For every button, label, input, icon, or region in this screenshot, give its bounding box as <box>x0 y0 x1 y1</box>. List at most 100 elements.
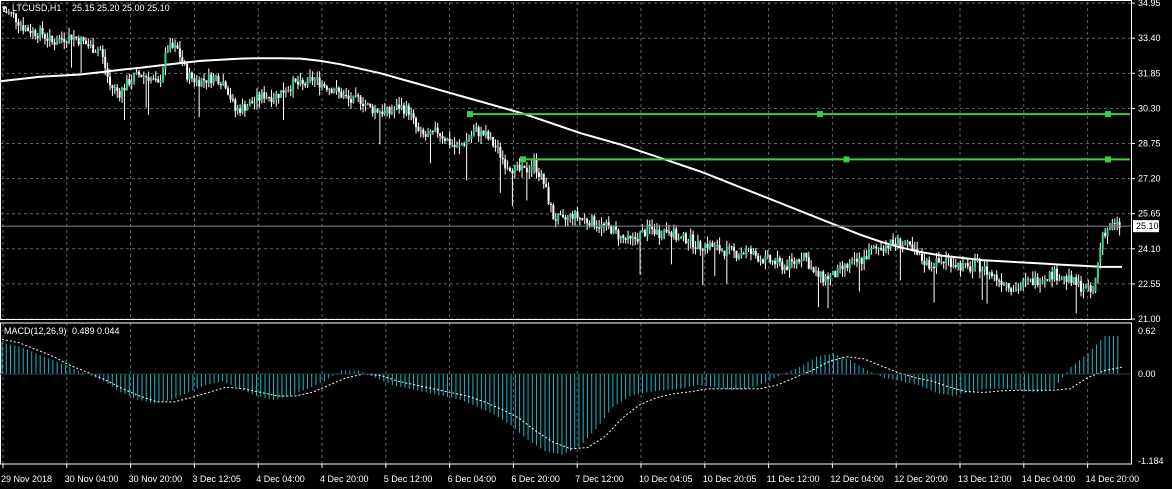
candle-body <box>723 250 726 257</box>
time-tick-label: 12 Dec 04:00 <box>830 474 884 484</box>
candle-body <box>766 255 769 257</box>
candle-body <box>217 75 220 84</box>
candle-body <box>646 224 649 237</box>
candle-body <box>137 71 140 75</box>
candle-body <box>1072 277 1075 283</box>
candle-body <box>595 227 598 229</box>
candle-body <box>935 258 938 269</box>
current-price-value: 25.10 <box>1136 221 1159 231</box>
candle-body <box>822 271 825 283</box>
candle-body <box>523 165 526 168</box>
candle-body <box>774 260 777 265</box>
candle-body <box>51 35 54 43</box>
candle-body <box>24 27 27 31</box>
time-tick-label: 10 Dec 04:05 <box>639 474 693 484</box>
candle-body <box>294 78 297 82</box>
candle-body <box>480 130 483 137</box>
candle-body <box>475 127 478 132</box>
candle-body <box>374 108 377 114</box>
candle-body <box>183 62 186 64</box>
line-handle[interactable] <box>843 156 850 163</box>
time-tick-label: 11 Dec 12:00 <box>767 474 820 484</box>
candle-body <box>1000 280 1003 286</box>
candle-body <box>34 30 37 37</box>
candle-body <box>802 252 805 260</box>
candle-body <box>793 261 796 264</box>
candle-body <box>805 252 808 258</box>
candle-body <box>1036 277 1039 285</box>
candle-body <box>487 131 490 139</box>
candle-body <box>381 111 384 115</box>
candle-body <box>92 44 95 53</box>
candle-body <box>860 258 863 264</box>
time-tick-label: 7 Dec 12:00 <box>575 474 624 484</box>
candle-body <box>896 238 899 245</box>
candle-body <box>17 22 20 26</box>
candle-body <box>947 258 950 260</box>
candle-body <box>451 144 454 146</box>
candle-body <box>711 242 714 247</box>
candle-body <box>10 12 13 14</box>
time-tick-label: 4 Dec 04:00 <box>256 474 305 484</box>
candle-body <box>639 232 642 242</box>
candle-body <box>482 130 485 136</box>
candle-body <box>376 108 379 113</box>
candle-body <box>525 167 528 173</box>
price-tick-label: 21.00 <box>1138 314 1161 324</box>
candle-body <box>569 213 572 217</box>
candle-body <box>166 49 169 53</box>
time-tick-label: 30 Nov 20:00 <box>129 474 183 484</box>
candle-body <box>545 184 548 188</box>
candle-body <box>966 263 969 267</box>
candle-body <box>672 228 675 237</box>
candle-body <box>655 229 658 235</box>
candle-body <box>231 99 234 101</box>
candle-body <box>198 80 201 87</box>
candle-body <box>855 258 858 263</box>
candle-body <box>1080 280 1083 292</box>
time-tick-label: 6 Dec 20:00 <box>511 474 560 484</box>
line-handle[interactable] <box>1105 156 1111 163</box>
time-tick-label: 29 Nov 2018 <box>1 474 52 484</box>
candle-body <box>706 243 709 248</box>
candle-body <box>325 86 328 90</box>
candle-body <box>937 258 940 263</box>
chart-header: ▾ LTCUSD,H1 25.15 25.20 25.00 25.10 <box>2 3 170 13</box>
candle-body <box>930 267 933 269</box>
candle-body <box>215 75 218 77</box>
candle-body <box>313 79 316 81</box>
candle-body <box>255 94 258 103</box>
candle-body <box>607 222 610 226</box>
candle-body <box>1031 278 1034 286</box>
symbol-dropdown-icon[interactable]: ▾ <box>2 3 7 13</box>
candle-body <box>352 95 355 103</box>
candle-body <box>1048 271 1051 281</box>
candle-body <box>675 228 678 240</box>
candle-body <box>764 255 767 264</box>
candle-body <box>125 78 128 91</box>
candle-body <box>1087 285 1090 287</box>
candle-body <box>728 246 731 248</box>
candle-body <box>174 45 177 48</box>
line-handle[interactable] <box>520 156 526 163</box>
candle-body <box>121 87 124 98</box>
horizontal-lines-layer[interactable] <box>0 111 1131 227</box>
candle-body <box>788 259 791 270</box>
line-handle[interactable] <box>817 111 823 118</box>
line-handle[interactable] <box>467 111 473 118</box>
candle-body <box>882 249 885 252</box>
candle-body <box>70 34 73 40</box>
candle-body <box>593 216 596 228</box>
candle-body <box>265 97 268 99</box>
candle-body <box>749 248 752 254</box>
candle-body <box>19 24 22 26</box>
candle-body <box>318 77 321 88</box>
candle-body <box>1010 288 1013 292</box>
candle-body <box>282 90 285 93</box>
candle-body <box>557 214 560 221</box>
line-handle[interactable] <box>1105 111 1111 118</box>
candle-body <box>116 87 119 91</box>
candle-body <box>222 81 225 86</box>
candle-body <box>147 77 150 81</box>
